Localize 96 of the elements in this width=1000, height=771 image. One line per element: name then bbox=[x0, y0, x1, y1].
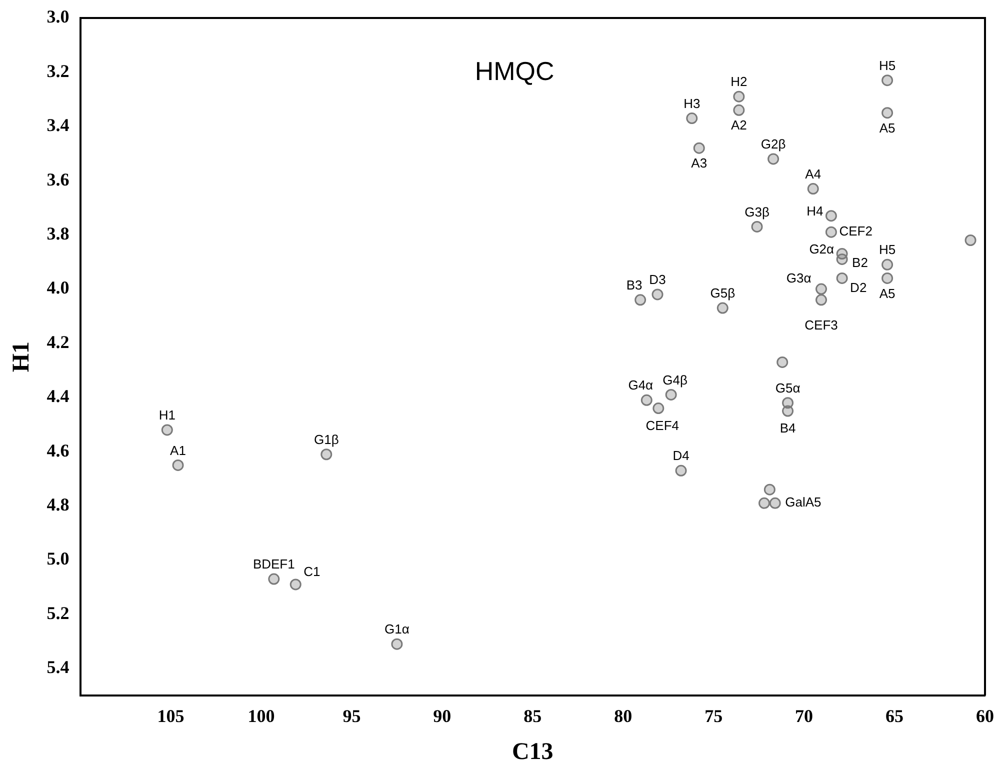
data-label: A4 bbox=[805, 166, 822, 182]
point bbox=[882, 258, 894, 270]
data-label: G1β bbox=[314, 432, 339, 447]
point bbox=[751, 220, 763, 232]
data-label: G1α bbox=[384, 622, 410, 637]
data-label: D2 bbox=[850, 280, 867, 295]
y-tick-label: 5.2 bbox=[46, 602, 70, 623]
y-tick-label: 3.4 bbox=[46, 115, 70, 136]
data-label: D4 bbox=[672, 448, 690, 464]
x-tick-label: 90 bbox=[433, 706, 452, 726]
y-tick-label: 5.0 bbox=[46, 548, 70, 569]
y-tick-label: 4.6 bbox=[46, 440, 70, 460]
data-label: G5β bbox=[710, 286, 736, 301]
y-axis-title: H1 bbox=[8, 341, 35, 372]
data-label: A3 bbox=[691, 156, 708, 171]
point bbox=[764, 484, 776, 496]
point bbox=[825, 210, 837, 222]
data-label: G3α bbox=[786, 270, 812, 286]
x-tick-label: 100 bbox=[248, 706, 275, 726]
y-tick-label: 4.0 bbox=[46, 278, 70, 298]
point bbox=[882, 107, 894, 119]
point bbox=[652, 402, 664, 414]
point bbox=[776, 356, 788, 368]
point bbox=[769, 497, 781, 509]
x-axis-title: C13 bbox=[512, 738, 554, 765]
data-label: G5α bbox=[775, 380, 801, 396]
point bbox=[268, 573, 280, 585]
point bbox=[686, 112, 698, 124]
data-label: A2 bbox=[730, 118, 747, 133]
x-tick-label: 75 bbox=[704, 706, 723, 726]
point bbox=[758, 497, 770, 509]
point bbox=[716, 302, 728, 314]
data-label: D3 bbox=[649, 272, 666, 288]
text: HMQC bbox=[474, 56, 554, 86]
y-tick-label: 4.8 bbox=[46, 494, 70, 515]
data-label: C1 bbox=[304, 564, 320, 580]
point bbox=[825, 226, 837, 238]
point bbox=[836, 272, 848, 284]
data-label: CEF4 bbox=[646, 418, 680, 433]
y-tick-label: 3.2 bbox=[46, 60, 70, 81]
y-tick-label: 5.4 bbox=[46, 657, 70, 678]
data-label: A5 bbox=[879, 286, 896, 301]
data-label: H2 bbox=[730, 74, 748, 90]
y-tick-label: 4.2 bbox=[46, 332, 70, 352]
x-tick-label: 70 bbox=[795, 706, 814, 726]
point bbox=[768, 153, 780, 165]
data-label: GalA5 bbox=[785, 494, 822, 510]
point bbox=[391, 638, 403, 650]
point bbox=[964, 234, 976, 246]
data-label: A5 bbox=[879, 120, 896, 136]
point bbox=[882, 272, 894, 284]
point bbox=[290, 578, 302, 590]
data-label: G4α bbox=[628, 378, 654, 393]
y-tick-label: 3.8 bbox=[46, 223, 70, 244]
data-label: H5 bbox=[878, 242, 896, 258]
data-label: H4 bbox=[806, 203, 824, 218]
data-label: H1 bbox=[158, 408, 176, 423]
point bbox=[665, 388, 677, 400]
data-label: G4β bbox=[662, 372, 688, 388]
x-tick-label: 65 bbox=[886, 706, 904, 726]
data-label: A1 bbox=[170, 442, 186, 458]
point bbox=[733, 104, 745, 116]
data-label: CEF2 bbox=[839, 224, 872, 239]
point bbox=[836, 253, 848, 265]
x-tick-label: 95 bbox=[342, 706, 361, 726]
data-label: G2α bbox=[809, 241, 835, 256]
x-tick-label: 85 bbox=[524, 706, 542, 726]
data-label: B4 bbox=[780, 420, 796, 436]
x-tick-label: 105 bbox=[157, 706, 184, 726]
point bbox=[882, 74, 894, 86]
point bbox=[782, 405, 794, 417]
data-label: H5 bbox=[878, 58, 896, 73]
data-label: B3 bbox=[626, 277, 642, 292]
x-tick-label: 60 bbox=[976, 706, 994, 726]
y-tick-label: 4.4 bbox=[46, 386, 70, 406]
point bbox=[172, 459, 184, 471]
data-label: H3 bbox=[684, 96, 700, 111]
data-label: G3β bbox=[744, 204, 770, 220]
point bbox=[652, 288, 664, 300]
point bbox=[816, 283, 827, 295]
point bbox=[634, 294, 646, 306]
data-label: CEF3 bbox=[804, 317, 838, 332]
y-tick-label: 3.0 bbox=[46, 6, 70, 27]
point bbox=[693, 142, 705, 154]
point bbox=[733, 90, 745, 102]
point bbox=[807, 183, 819, 195]
point bbox=[320, 448, 332, 460]
x-tick-label: 80 bbox=[614, 706, 632, 726]
data-label: G2β bbox=[760, 136, 786, 152]
point bbox=[675, 464, 687, 476]
point bbox=[816, 294, 827, 306]
data-label: B2 bbox=[852, 254, 868, 270]
point bbox=[161, 424, 173, 436]
data-label: BDEF1 bbox=[252, 556, 295, 572]
y-tick-label: 3.6 bbox=[46, 169, 70, 190]
point bbox=[640, 394, 652, 406]
